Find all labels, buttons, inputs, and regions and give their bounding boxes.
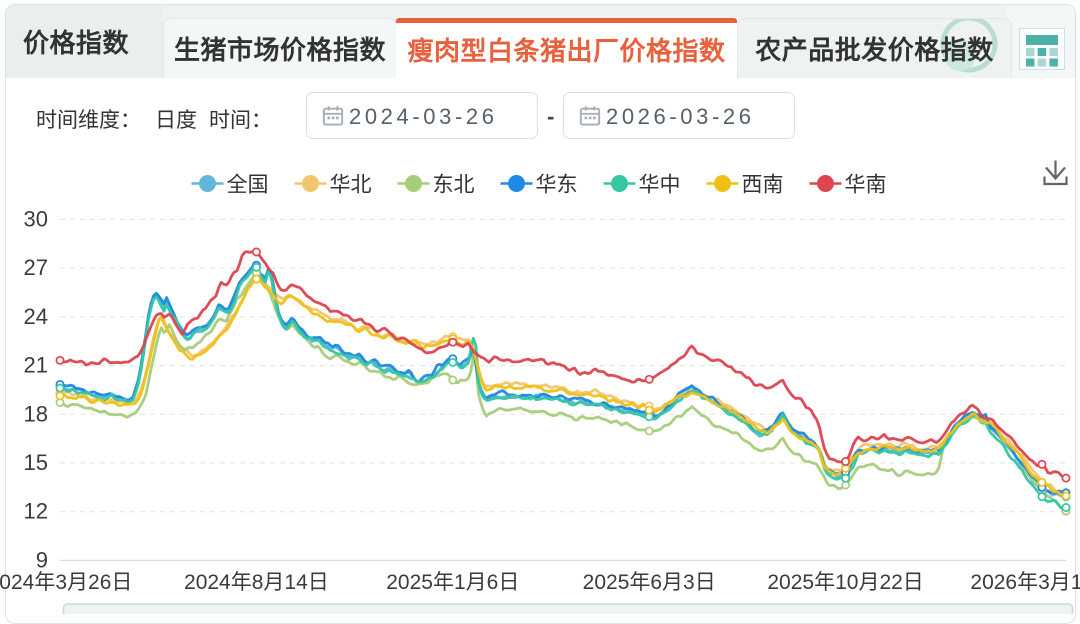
svg-text:华东: 华东 [536,174,578,197]
svg-text:2025年6月3日: 2025年6月3日 [583,571,716,594]
svg-text:2024年8月14日: 2024年8月14日 [184,571,329,594]
svg-text:华中: 华中 [639,174,681,197]
svg-text:18: 18 [24,401,48,426]
svg-text:9: 9 [36,547,48,572]
svg-text:华北: 华北 [330,174,372,197]
svg-text:2024年3月26日: 2024年3月26日 [0,571,132,594]
svg-text:西南: 西南 [742,174,784,197]
svg-text:2026年3月11日: 2026年3月11日 [970,571,1080,594]
svg-text:2025年1月6日: 2025年1月6日 [386,571,519,594]
svg-text:12: 12 [24,499,48,524]
svg-text:15: 15 [24,450,48,475]
svg-text:全国: 全国 [227,174,269,197]
svg-text:24: 24 [24,304,48,329]
svg-text:2025年10月22日: 2025年10月22日 [767,571,923,594]
svg-text:27: 27 [24,255,48,280]
svg-text:30: 30 [24,206,48,231]
svg-text:东北: 东北 [433,174,475,197]
svg-text:华南: 华南 [845,174,887,197]
svg-text:21: 21 [24,353,48,378]
